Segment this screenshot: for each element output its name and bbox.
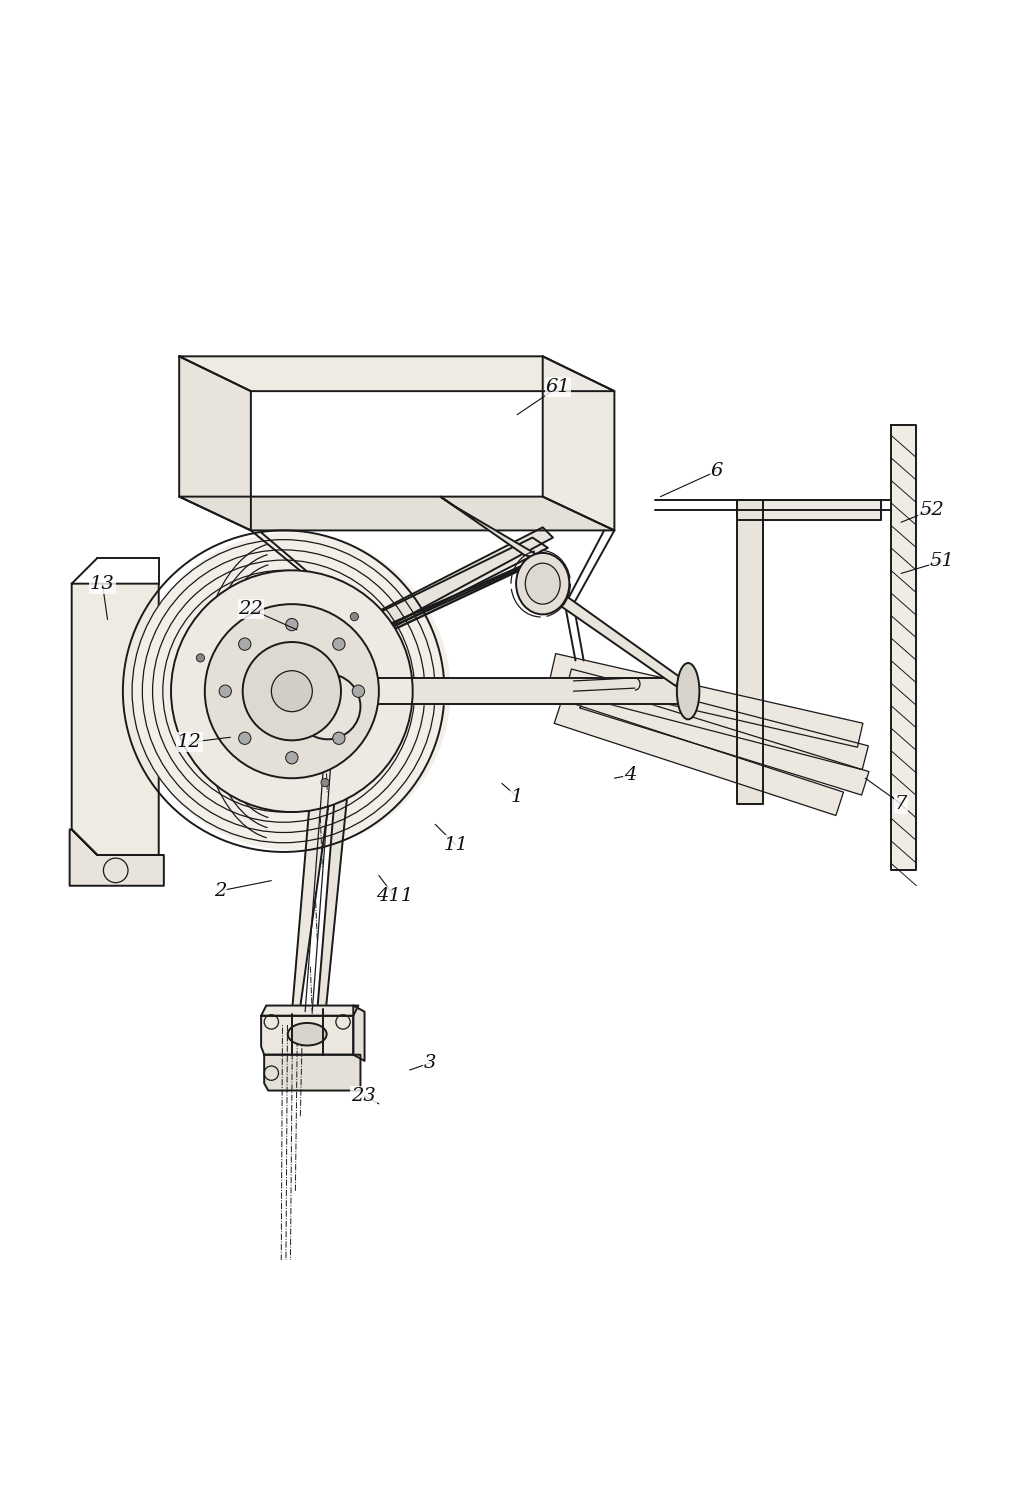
Polygon shape	[550, 653, 863, 748]
Text: 411: 411	[376, 887, 413, 904]
Circle shape	[271, 671, 312, 712]
Polygon shape	[292, 677, 686, 704]
Circle shape	[239, 733, 251, 745]
Polygon shape	[292, 736, 338, 1015]
Text: 7: 7	[895, 795, 907, 813]
Circle shape	[239, 638, 251, 650]
Polygon shape	[179, 496, 614, 531]
Polygon shape	[179, 356, 614, 392]
Polygon shape	[261, 1006, 358, 1015]
Text: 13: 13	[90, 574, 115, 592]
Circle shape	[333, 733, 345, 745]
Polygon shape	[440, 496, 548, 561]
Text: 51: 51	[930, 552, 954, 570]
Polygon shape	[230, 661, 338, 752]
Text: 2: 2	[214, 882, 226, 900]
Ellipse shape	[525, 564, 560, 604]
Circle shape	[295, 674, 360, 740]
Polygon shape	[72, 583, 159, 855]
Polygon shape	[580, 685, 869, 795]
Circle shape	[333, 638, 345, 650]
Circle shape	[243, 641, 341, 740]
Text: 4: 4	[624, 765, 636, 785]
Circle shape	[286, 752, 298, 764]
Text: 1: 1	[511, 788, 523, 806]
Text: 52: 52	[920, 501, 944, 519]
Text: 3: 3	[424, 1054, 436, 1072]
Text: 61: 61	[546, 378, 570, 396]
Polygon shape	[543, 356, 614, 531]
Polygon shape	[891, 425, 916, 870]
Polygon shape	[70, 830, 164, 885]
Polygon shape	[353, 1006, 365, 1061]
Text: 22: 22	[239, 601, 263, 619]
Polygon shape	[555, 594, 681, 686]
Polygon shape	[317, 733, 353, 1012]
Circle shape	[321, 779, 329, 786]
Circle shape	[350, 613, 358, 620]
Polygon shape	[358, 635, 389, 707]
Circle shape	[352, 685, 365, 697]
Ellipse shape	[288, 1023, 327, 1045]
Ellipse shape	[516, 553, 569, 614]
Circle shape	[133, 532, 451, 849]
Text: 6: 6	[711, 462, 723, 480]
Text: 11: 11	[443, 836, 468, 854]
Polygon shape	[737, 499, 881, 520]
Circle shape	[286, 619, 298, 631]
Ellipse shape	[677, 662, 699, 719]
Polygon shape	[261, 1015, 353, 1054]
Polygon shape	[179, 356, 251, 531]
Circle shape	[219, 685, 231, 697]
Text: 12: 12	[177, 734, 202, 752]
Circle shape	[171, 571, 413, 812]
Circle shape	[205, 604, 379, 779]
Circle shape	[197, 653, 205, 662]
Text: 23: 23	[351, 1087, 376, 1105]
Polygon shape	[737, 499, 763, 804]
Polygon shape	[302, 538, 548, 665]
Polygon shape	[264, 1054, 360, 1090]
Polygon shape	[554, 700, 844, 815]
Polygon shape	[312, 528, 553, 661]
Polygon shape	[565, 670, 868, 770]
